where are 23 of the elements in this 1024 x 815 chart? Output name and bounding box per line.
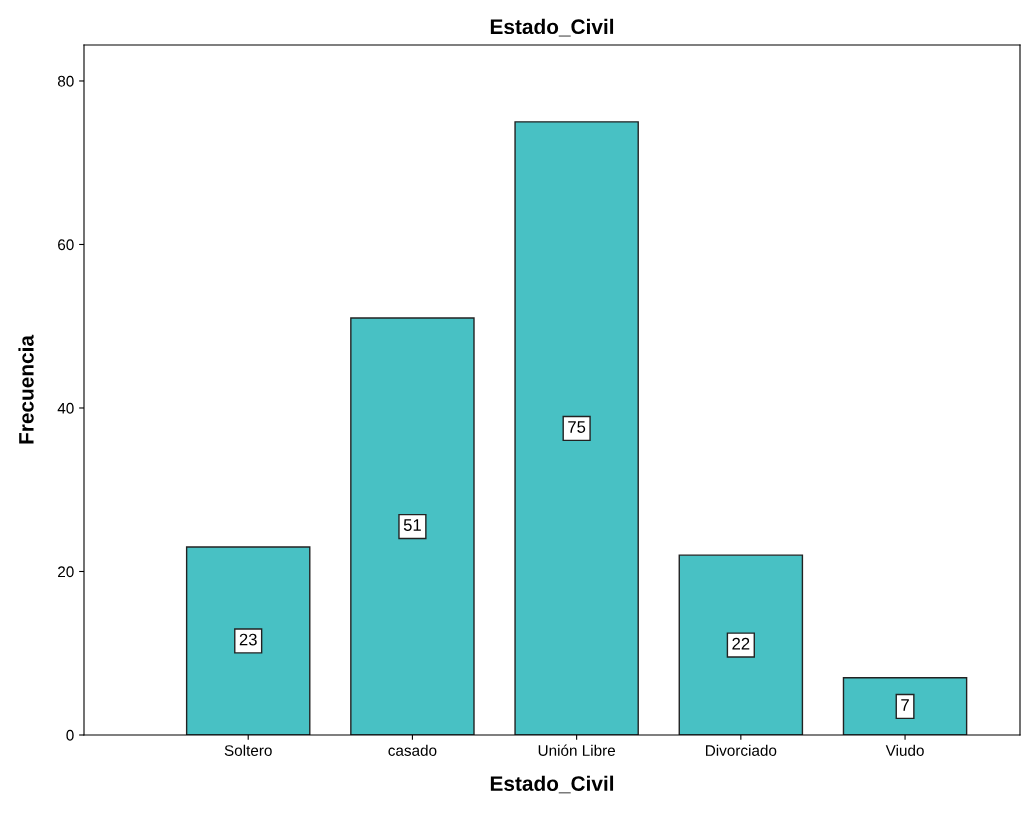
y-tick-label: 0 [66,729,74,741]
bar [185,546,311,735]
data-label: 75 [568,421,586,433]
y-tick-label: 40 [57,402,74,414]
bar [514,121,639,735]
bar [842,677,968,735]
x-tick-label: Soltero [224,744,272,756]
x-axis-title: Estado_Civil [490,775,614,794]
chart-title: Estado_Civil [490,18,614,37]
x-tick-label: Viudo [885,744,924,756]
x-tick-label: Unión Libre [538,744,616,756]
y-tick-label: 80 [57,75,74,87]
data-label: 22 [732,637,750,650]
y-tick-label: 60 [58,239,74,251]
y-axis-title: Frecuencia [18,334,34,444]
y-tick-label: 20 [58,566,74,578]
bar [350,317,475,735]
data-label: 7 [901,699,909,711]
data-label: 51 [403,519,421,531]
data-label: 23 [239,633,257,646]
x-tick-label: casado [388,744,437,756]
bar [678,554,804,735]
x-tick-label: Divorciado [706,744,777,756]
